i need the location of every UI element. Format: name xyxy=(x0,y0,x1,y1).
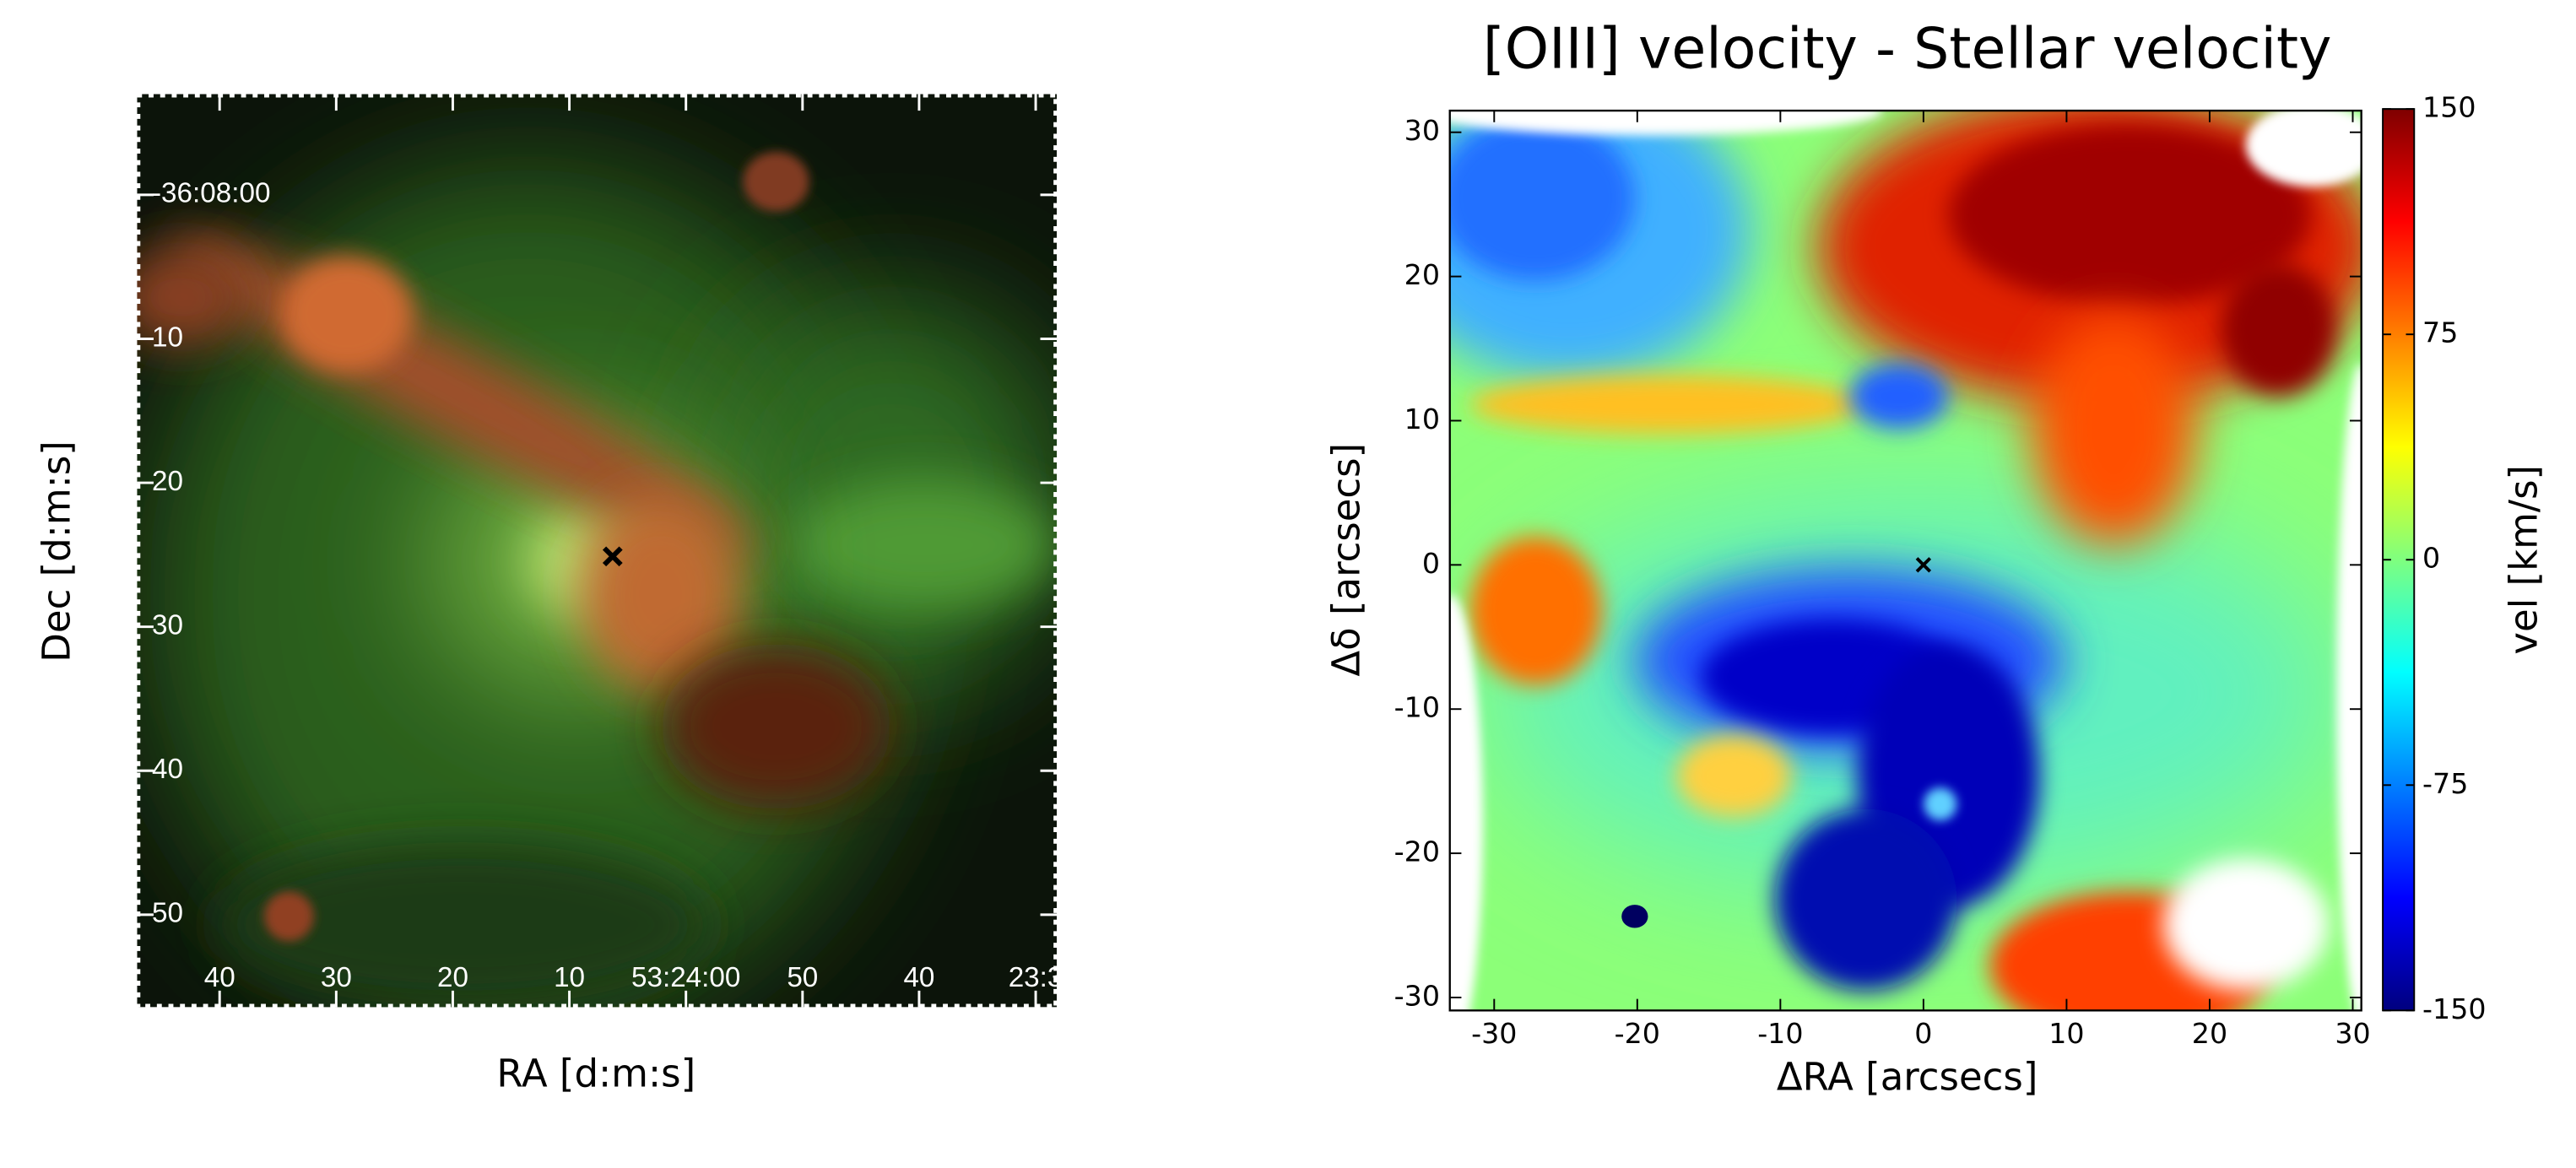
x-tick-label: -10 xyxy=(1757,1017,1803,1050)
colorbar-tick-label: -75 xyxy=(2422,767,2468,800)
x-tick-label: 20 xyxy=(2192,1017,2227,1050)
x-tick-label: 30 xyxy=(2335,1017,2370,1050)
x-tick-label: -30 xyxy=(1471,1017,1517,1050)
x-axis-label: ΔRA [arcsecs] xyxy=(1777,1055,2038,1100)
y-tick-label: -20 xyxy=(1394,835,1440,868)
y-tick-label: -36:08:00 xyxy=(152,178,271,209)
y-tick-label: 20 xyxy=(152,466,183,497)
x-tick-label: 23:3 xyxy=(1009,962,1063,993)
colorbar-label: vel [km/s] xyxy=(2501,465,2546,655)
y-tick-label: -10 xyxy=(1394,691,1440,724)
y-tick-label: 0 xyxy=(1422,547,1440,580)
y-tick-label: 30 xyxy=(1404,114,1440,147)
y-tick-label: 20 xyxy=(1404,258,1440,291)
x-tick-label: 53:24:00 xyxy=(631,962,740,993)
y-axis-label: Dec [d:m:s] xyxy=(34,441,78,662)
x-tick-label: 40 xyxy=(204,962,235,993)
y-tick-label: 40 xyxy=(152,754,183,785)
rgb-image xyxy=(137,94,1058,1008)
x-tick-label: 30 xyxy=(321,962,352,993)
y-tick-label: 10 xyxy=(1404,403,1440,435)
y-axis-label: Δδ [arcsecs] xyxy=(1323,443,1368,677)
colorbar-tick-label: 150 xyxy=(2422,91,2476,124)
x-axis-label: RA [d:m:s] xyxy=(496,1052,695,1096)
y-tick-label: 10 xyxy=(152,322,183,353)
x-tick-label: -20 xyxy=(1615,1017,1660,1050)
x-tick-label: 40 xyxy=(903,962,934,993)
y-tick-label: -30 xyxy=(1394,979,1440,1012)
colorbar-tick-label: 0 xyxy=(2422,542,2440,575)
center-cross xyxy=(602,546,623,567)
x-tick-label: 10 xyxy=(2048,1017,2084,1050)
y-tick-label: 30 xyxy=(152,609,183,641)
velocity-map xyxy=(1449,111,2362,1011)
y-tick-label: 50 xyxy=(152,898,183,929)
x-tick-label: 20 xyxy=(437,962,468,993)
x-tick-label: 50 xyxy=(787,962,818,993)
colorbar-tick-label: 75 xyxy=(2422,316,2458,349)
x-tick-label: 10 xyxy=(554,962,585,993)
plot-frame xyxy=(1448,109,2362,1012)
colorbar-tick-label: -150 xyxy=(2422,992,2486,1025)
image-frame xyxy=(133,90,1061,1011)
x-tick-label: 0 xyxy=(1914,1017,1932,1050)
chart-title: [OIII] velocity - Stellar velocity xyxy=(1483,16,2332,82)
left-axes: 40 30 20 10 53:24:00 50 40 23:3 -36:08:00 10 20 30 4… xyxy=(137,94,1063,1008)
center-marker xyxy=(1915,557,1932,573)
